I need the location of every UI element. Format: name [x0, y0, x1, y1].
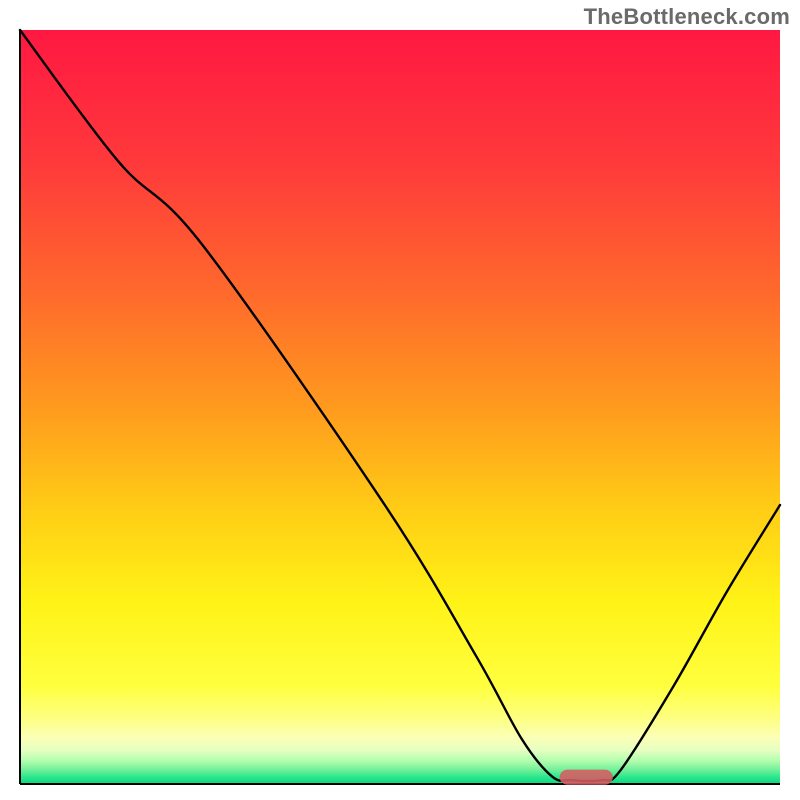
- bottleneck-chart: [0, 0, 800, 800]
- watermark-text: TheBottleneck.com: [584, 4, 790, 30]
- optimal-marker: [560, 770, 613, 785]
- gradient-background: [20, 30, 780, 784]
